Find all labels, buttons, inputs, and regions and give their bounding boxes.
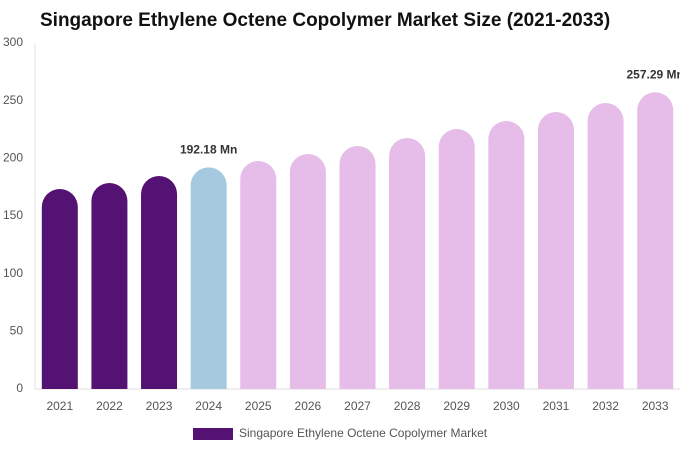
bar — [587, 102, 624, 390]
bar — [537, 111, 574, 390]
y-tick-label: 200 — [3, 151, 23, 165]
x-tick-label: 2028 — [394, 399, 421, 413]
x-tick-label: 2030 — [493, 399, 520, 413]
legend-swatch — [193, 428, 233, 440]
y-tick-label: 250 — [3, 93, 23, 107]
bar — [190, 167, 227, 389]
x-tick-label: 2027 — [344, 399, 371, 413]
bar — [41, 189, 78, 389]
bar — [240, 160, 277, 389]
bar — [488, 120, 525, 390]
legend-label: Singapore Ethylene Octene Copolymer Mark… — [239, 426, 488, 440]
x-tick-label: 2023 — [146, 399, 173, 413]
y-tick-label: 100 — [3, 266, 23, 280]
x-tick-label: 2025 — [245, 399, 272, 413]
y-tick-label: 0 — [16, 381, 23, 395]
bar — [637, 92, 674, 390]
x-tick-label: 2031 — [543, 399, 570, 413]
bar — [91, 183, 128, 389]
x-tick-label: 2024 — [195, 399, 222, 413]
x-tick-label: 2022 — [96, 399, 123, 413]
y-tick-label: 50 — [10, 324, 24, 338]
y-tick-label: 150 — [3, 208, 23, 222]
bar — [389, 138, 426, 389]
y-tick-label: 300 — [3, 35, 23, 49]
value-label: 192.18 Mn — [180, 143, 237, 157]
x-tick-label: 2032 — [592, 399, 619, 413]
bar — [438, 129, 475, 389]
x-tick-label: 2029 — [443, 399, 470, 413]
bar — [141, 175, 178, 389]
x-tick-label: 2021 — [46, 399, 73, 413]
bar — [289, 153, 326, 389]
value-label: 257.29 Mn — [627, 67, 680, 81]
x-tick-label: 2033 — [642, 399, 669, 413]
chart-title: Singapore Ethylene Octene Copolymer Mark… — [40, 10, 610, 31]
x-tick-label: 2026 — [295, 399, 322, 413]
bar — [339, 145, 376, 389]
